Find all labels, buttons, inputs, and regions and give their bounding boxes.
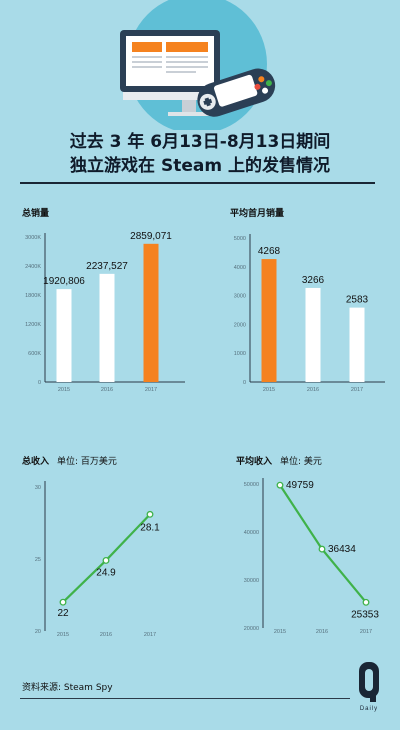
bar-value-label: 2237,527 xyxy=(86,261,128,272)
point-value-label: 24.9 xyxy=(96,567,116,578)
bar-value-label: 3266 xyxy=(302,275,325,286)
y-tick-label: 30000 xyxy=(244,578,259,584)
x-tick-label: 2016 xyxy=(307,387,319,393)
bar-value-label: 4268 xyxy=(258,246,281,257)
y-tick-label: 3000 xyxy=(234,294,246,300)
x-tick-label: 2016 xyxy=(100,632,112,638)
brand-logo: Daily xyxy=(359,662,379,712)
bar-2017 xyxy=(349,307,365,382)
y-tick-label: 1000 xyxy=(234,351,246,357)
y-tick-label: 3000K xyxy=(25,235,41,241)
y-tick-label: 30 xyxy=(35,485,41,491)
logo-caption: Daily xyxy=(360,706,378,712)
source-note: 资料来源: Steam Spy xyxy=(22,683,113,693)
bar-value-label: 2859,071 xyxy=(130,231,172,242)
point-value-label: 49759 xyxy=(286,480,314,491)
data-point-2017 xyxy=(146,510,154,518)
point-value-label: 28.1 xyxy=(140,522,160,533)
y-tick-label: 40000 xyxy=(244,530,259,536)
hero-illustration xyxy=(120,0,276,130)
title-line-1: 过去 3 年 6月13日-8月13日期间 xyxy=(69,132,331,152)
point-value-label: 36434 xyxy=(328,544,356,555)
x-tick-label: 2015 xyxy=(263,387,275,393)
chart-total-sales: 0 600K 1200K 1800K 2400K 3000K 1920,806 2015 223… xyxy=(25,231,185,393)
y-tick-label: 600K xyxy=(28,351,41,357)
y-tick-label: 4000 xyxy=(234,265,246,271)
x-tick-label: 2017 xyxy=(351,387,363,393)
chart-title-total-sales: 总销量 xyxy=(22,209,50,219)
bar-2017 xyxy=(143,243,159,382)
y-tick-label: 1800K xyxy=(25,293,41,299)
bar-value-label: 1920,806 xyxy=(43,276,85,287)
x-tick-label: 2017 xyxy=(144,632,156,638)
point-value-label: 25353 xyxy=(351,609,379,620)
y-tick-label: 0 xyxy=(38,380,41,386)
y-tick-label: 0 xyxy=(243,380,246,386)
y-tick-label: 2400K xyxy=(25,264,41,270)
chart-total-revenue: 20 25 30 22 2015 24.9 2016 28.1 2017 xyxy=(35,481,160,638)
point-value-label: 22 xyxy=(57,608,69,619)
chart-title-total-revenue: 总收入 单位: 百万美元 xyxy=(22,457,117,467)
y-tick-label: 50000 xyxy=(244,482,259,488)
chart-title-avg-revenue: 平均收入 单位: 美元 xyxy=(236,457,322,467)
bar-2016 xyxy=(99,273,115,382)
x-tick-label: 2015 xyxy=(57,632,69,638)
chart-title-avg-first-month: 平均首月销量 xyxy=(230,209,285,219)
x-tick-label: 2015 xyxy=(274,629,286,635)
data-point-2015 xyxy=(59,598,67,606)
source-divider xyxy=(20,698,350,699)
y-tick-label: 25 xyxy=(35,557,41,563)
y-tick-label: 2000 xyxy=(234,322,246,328)
chart-avg-first-month-sales: 0 1000 2000 3000 4000 5000 4268 2015 3266 2016 258… xyxy=(234,234,385,393)
chart-avg-revenue: 20000 30000 40000 50000 49759 2015 36434 2016 25… xyxy=(244,478,379,635)
y-tick-label: 5000 xyxy=(234,236,246,242)
y-tick-label: 1200K xyxy=(25,322,41,328)
data-point-2017 xyxy=(362,598,370,606)
x-tick-label: 2017 xyxy=(360,629,372,635)
bar-2015 xyxy=(261,259,277,382)
page-title: 过去 3 年 6月13日-8月13日期间 独立游戏在 Steam 上的发售情况 xyxy=(0,130,400,178)
monitor-icon xyxy=(120,30,220,116)
title-divider xyxy=(20,182,375,184)
x-tick-label: 2016 xyxy=(101,387,113,393)
bar-2015 xyxy=(56,289,72,382)
data-point-2016 xyxy=(102,556,110,564)
title-line-2: 独立游戏在 Steam 上的发售情况 xyxy=(70,156,330,176)
y-tick-label: 20000 xyxy=(244,626,259,632)
x-tick-label: 2016 xyxy=(316,629,328,635)
data-point-2015 xyxy=(276,481,284,489)
gamepad-icon xyxy=(197,68,276,117)
x-tick-label: 2015 xyxy=(58,387,70,393)
bar-value-label: 2583 xyxy=(346,295,369,306)
bar-2016 xyxy=(305,287,321,382)
data-point-2016 xyxy=(318,545,326,553)
y-tick-label: 20 xyxy=(35,629,41,635)
x-tick-label: 2017 xyxy=(145,387,157,393)
